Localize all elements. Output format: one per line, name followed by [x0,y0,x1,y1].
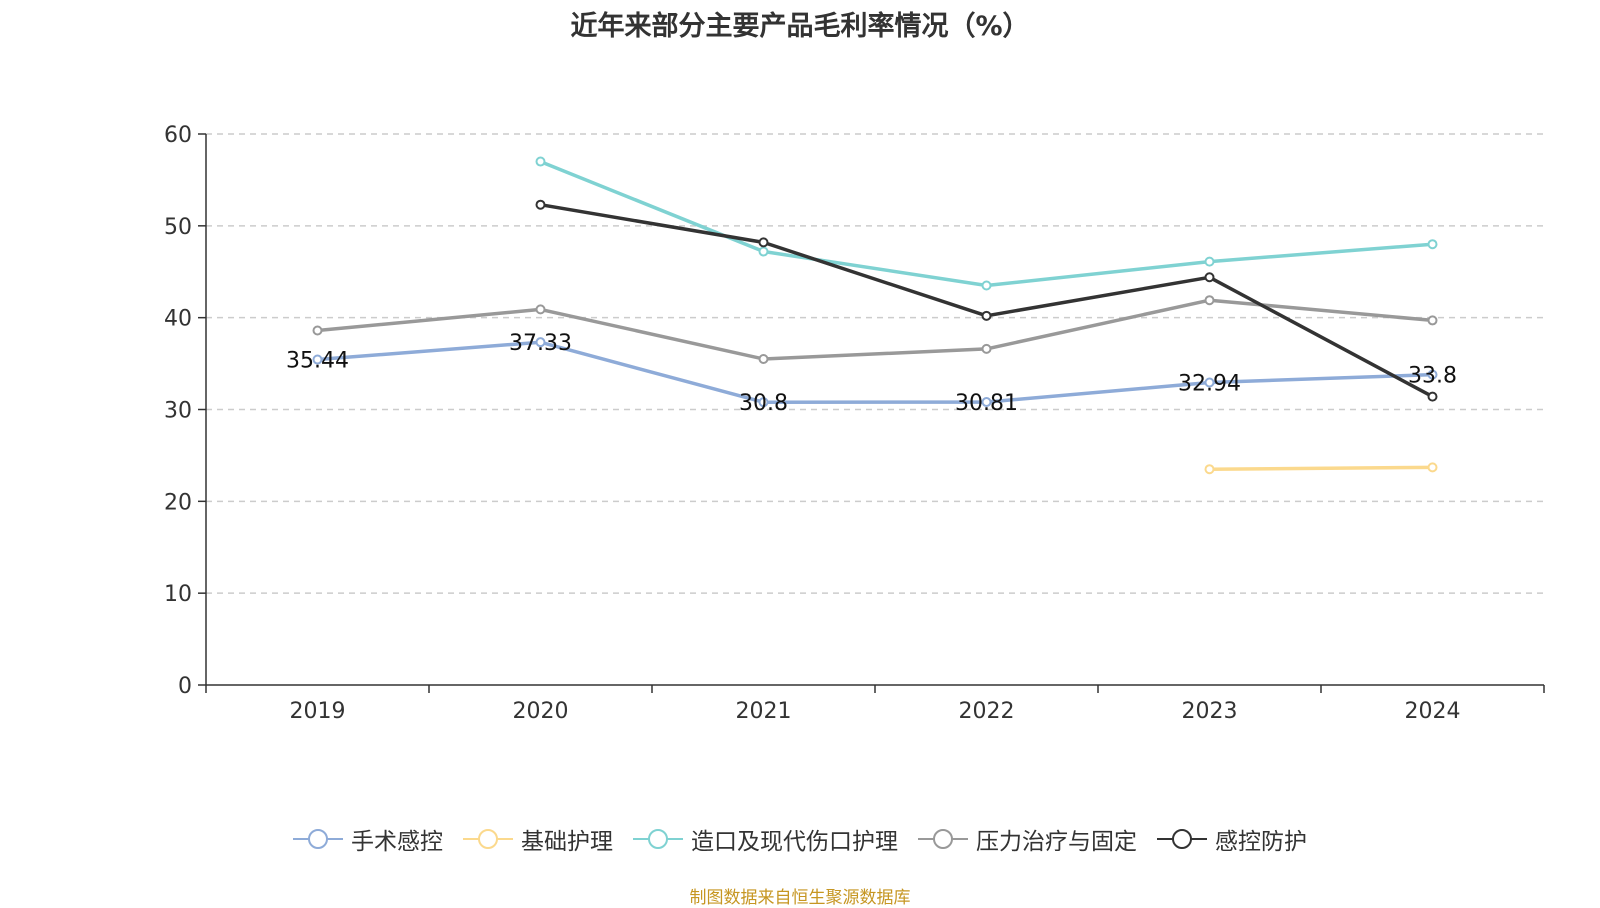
x-tick-label: 2021 [736,699,792,724]
legend-swatch [463,829,513,849]
series-0-point [535,337,546,348]
x-tick-label: 2023 [1182,699,1238,724]
series-0-point [758,397,769,408]
x-tick-label: 2020 [513,699,569,724]
grid-lines [206,133,1544,594]
legend-label: 感控防护 [1215,829,1307,855]
y-tick-label: 40 [164,307,192,332]
series-4-point [535,199,546,210]
series-1-point [1204,464,1215,475]
series-4-point [981,310,992,321]
line-chart: 0 10 20 30 40 50 60 2019 2020 2021 2022 2023 2024 35… [164,123,1545,724]
legend-swatch-marker [933,829,953,849]
series-lines [312,156,1438,475]
legend-item-2[interactable]: 造口及现代伤口护理 [633,822,898,856]
series-3-point [312,325,323,336]
legend-swatch [1157,829,1207,849]
legend: 手术感控 基础护理 造口及现代伤口护理 压力治疗与固定 感控防护 [0,822,1600,856]
legend-label: 手术感控 [351,829,443,855]
series-line-3 [317,298,1433,361]
legend-item-1[interactable]: 基础护理 [463,822,613,856]
chart-title: 近年来部分主要产品毛利率情况（%） [570,11,1030,42]
legend-label: 压力治疗与固定 [976,829,1137,855]
x-tick-label: 2019 [290,699,346,724]
series-3-point [1204,295,1215,306]
source-note: 制图数据来自恒生聚源数据库 [689,888,911,908]
data-label: 30.8 [739,391,788,416]
series-2-point [758,246,769,257]
series-line-2 [539,159,1433,288]
data-label: 37.33 [509,331,572,356]
series-3-point [535,304,546,315]
series-3-point [758,353,769,364]
y-tick-label: 50 [164,215,192,240]
series-0-point [1427,369,1438,380]
series-2-point [1427,239,1438,250]
series-4-point [1204,272,1215,283]
series-0-point [981,397,992,408]
series-0-point [312,354,323,365]
legend-label: 基础护理 [521,829,613,855]
series-4-point [1427,391,1438,402]
y-tick-label: 60 [164,123,192,148]
series-2-point [981,280,992,291]
series-2-point [1204,256,1215,267]
legend-swatch-marker [478,829,498,849]
y-tick-label: 30 [164,399,192,424]
axes: 0 10 20 30 40 50 60 2019 2020 2021 2022 2023 2024 [164,123,1545,724]
series-0-point [1204,377,1215,388]
legend-swatch-marker [1172,829,1192,849]
y-tick-label: 10 [164,582,192,607]
x-tick-label: 2024 [1405,699,1461,724]
data-labels: 35.44 37.33 30.8 30.81 32.94 33.8 [286,331,1457,416]
legend-item-3[interactable]: 压力治疗与固定 [918,822,1137,856]
y-tick-label: 0 [178,674,192,699]
legend-item-0[interactable]: 手术感控 [293,822,443,856]
data-label: 33.8 [1408,364,1457,389]
legend-swatch-marker [308,829,328,849]
series-line-4 [540,202,1434,399]
series-2-point [535,156,546,167]
x-tick-label: 2022 [959,699,1015,724]
y-tick-label: 20 [164,490,192,515]
series-line-1 [1209,465,1433,471]
legend-swatch [293,829,343,849]
series-3-point [981,343,992,354]
legend-item-4[interactable]: 感控防护 [1157,822,1307,856]
data-label: 30.81 [955,391,1018,416]
series-1-point [1427,462,1438,473]
data-label: 32.94 [1178,372,1241,397]
legend-swatch-marker [648,829,668,849]
legend-swatch [633,829,683,849]
legend-label: 造口及现代伤口护理 [691,829,898,855]
legend-swatch [918,829,968,849]
data-label: 35.44 [286,349,349,374]
series-4-point [758,237,769,248]
series-3-point [1427,315,1438,326]
series-line-0 [317,340,1433,404]
